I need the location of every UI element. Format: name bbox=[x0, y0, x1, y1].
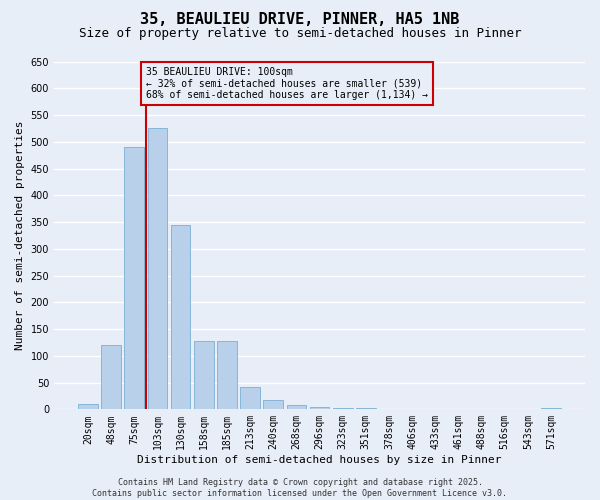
Text: Contains HM Land Registry data © Crown copyright and database right 2025.
Contai: Contains HM Land Registry data © Crown c… bbox=[92, 478, 508, 498]
Bar bbox=[333, 408, 353, 410]
Text: 35 BEAULIEU DRIVE: 100sqm
← 32% of semi-detached houses are smaller (539)
68% of: 35 BEAULIEU DRIVE: 100sqm ← 32% of semi-… bbox=[146, 67, 428, 100]
Bar bbox=[240, 387, 260, 409]
Bar bbox=[425, 409, 445, 410]
Bar bbox=[310, 406, 329, 410]
Bar bbox=[356, 408, 376, 410]
Bar bbox=[124, 147, 144, 409]
Bar bbox=[402, 409, 422, 410]
Bar bbox=[287, 405, 306, 409]
Y-axis label: Number of semi-detached properties: Number of semi-detached properties bbox=[15, 120, 25, 350]
Bar bbox=[379, 409, 399, 410]
Bar bbox=[148, 128, 167, 410]
Bar bbox=[217, 341, 237, 409]
Bar bbox=[263, 400, 283, 409]
X-axis label: Distribution of semi-detached houses by size in Pinner: Distribution of semi-detached houses by … bbox=[137, 455, 502, 465]
Text: Size of property relative to semi-detached houses in Pinner: Size of property relative to semi-detach… bbox=[79, 28, 521, 40]
Bar bbox=[78, 404, 98, 409]
Bar bbox=[194, 341, 214, 409]
Bar bbox=[171, 224, 190, 410]
Bar bbox=[101, 345, 121, 410]
Bar bbox=[541, 408, 561, 410]
Text: 35, BEAULIEU DRIVE, PINNER, HA5 1NB: 35, BEAULIEU DRIVE, PINNER, HA5 1NB bbox=[140, 12, 460, 28]
